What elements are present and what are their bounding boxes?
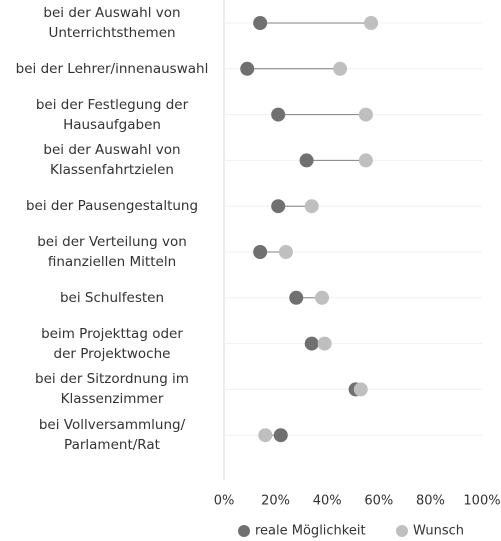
legend-label: reale Möglichkeit [255,524,366,539]
category-label: bei der Festlegung der Hausaufgaben [0,93,224,137]
category-label: beim Projekttag oder der Projektwoche [0,322,224,366]
dot [299,153,314,168]
category-label-line: Parlament/Rat [64,437,160,454]
category-label-line: finanziellen Mitteln [47,254,177,270]
category-label: bei Schulfesten [0,276,224,320]
category-label-line: bei der Auswahl von [43,5,181,21]
dot [333,61,348,76]
category-label-line: Klassenfahrtzielen [50,162,174,179]
legend-marker [396,525,408,537]
x-tick-label: 20% [261,494,290,509]
category-label-line: beim Projekttag oder [41,325,183,342]
dot [273,428,288,443]
dot [271,199,286,214]
category-label-line: bei Schulfesten [59,289,165,306]
x-tick-label: 100% [463,494,500,509]
dot [364,16,379,30]
dot [278,245,293,259]
category-label-line: der Projektwoche [53,345,171,362]
legend-marker [238,525,250,537]
legend-label: Wunsch [413,524,464,539]
dot [358,153,373,168]
category-label: bei Vollversammlung/Parlament/Rat [0,413,224,457]
dot [353,382,368,397]
category-label-line: Klassenzimmer [60,391,164,408]
category-label: bei der Auswahl von Unterrichtsthemen [0,1,224,45]
category-label: bei der Verteilung von finanziellen Mitte… [0,230,224,274]
dot [304,336,319,351]
dot [304,199,319,214]
category-label-line: bei der Verteilung von [37,234,187,250]
category-label: bei der Pausengestaltung [0,184,224,228]
x-tick-label: 0% [214,494,235,509]
dot [258,428,273,443]
category-label: bei der Lehrer/innenauswahl [0,47,224,91]
dot [358,107,373,122]
x-tick-label: 60% [364,494,393,509]
x-tick-label: 40% [313,494,342,509]
category-label-line: bei der Sitzordnung im [35,371,189,388]
dot [289,290,304,305]
category-label-line: bei der Festlegung der [35,96,189,113]
category-label-line: bei der Pausengestaltung [25,198,199,215]
category-label-line: bei der Auswahl von [43,142,181,159]
dot [253,16,268,30]
dot [240,61,255,76]
category-label: bei der Sitzordnung im Klassenzimmer [0,367,224,411]
dot [315,290,330,305]
category-label-line: bei der Lehrer/innenauswahl [15,60,209,77]
dot [317,336,332,351]
category-label-line: bei Vollversammlung/ [38,417,186,434]
x-tick-label: 80% [416,494,445,509]
category-label-line: Hausaufgaben [63,116,161,133]
dot [253,245,268,259]
category-label: bei der Auswahl von Klassenfahrtzielen [0,138,224,182]
category-label-line: Unterrichtsthemen [48,25,176,41]
dot [271,107,286,122]
